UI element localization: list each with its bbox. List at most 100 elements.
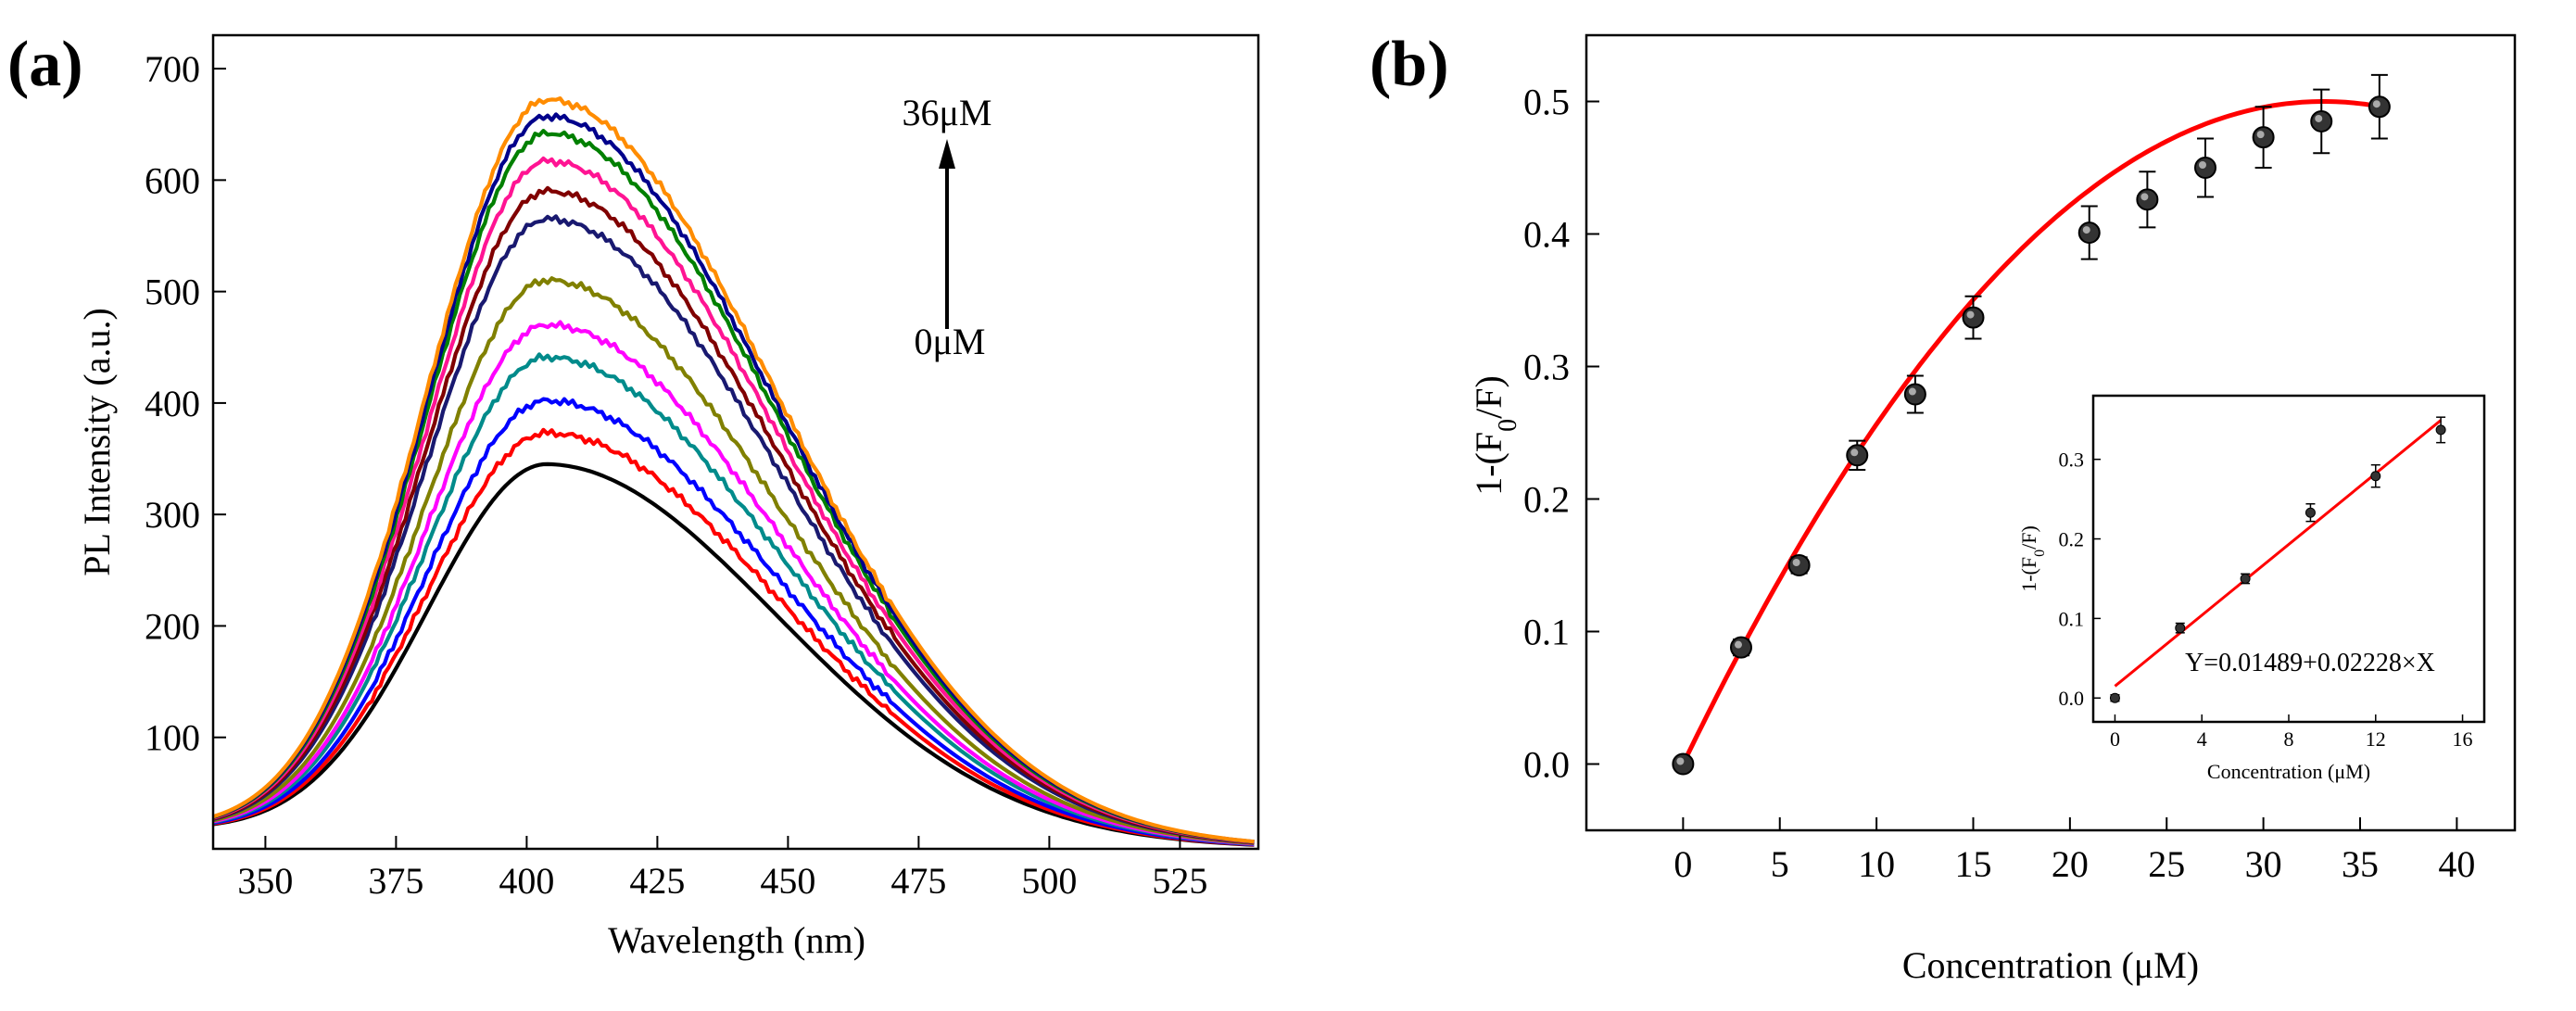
- x-tick-label: 375: [368, 860, 423, 902]
- y-tick-label: 0.1: [1523, 612, 1570, 653]
- data-point: [1730, 636, 1752, 659]
- x-tick-label: 35: [2342, 843, 2379, 885]
- y-tick-label: 0.5: [1523, 82, 1570, 123]
- y-tick-label: 0.3: [1523, 347, 1570, 388]
- x-tick-label: 475: [890, 860, 946, 902]
- inset-data-point: [2435, 424, 2446, 436]
- panel-a-label: (a): [7, 29, 83, 100]
- data-point-highlight: [2372, 100, 2380, 108]
- inset-x-tick-label: 16: [2453, 727, 2473, 751]
- x-tick-label: 25: [2148, 843, 2185, 885]
- data-point: [1846, 444, 1869, 467]
- data-point: [2194, 157, 2216, 179]
- x-tick-label: 500: [1021, 860, 1077, 902]
- spectrum-line: [212, 95, 1255, 844]
- y-tick-label: 300: [145, 494, 200, 536]
- inset-x-axis-title: Concentration (μM): [2207, 760, 2370, 783]
- x-tick-label: 10: [1858, 843, 1895, 885]
- data-point-highlight: [2140, 193, 2149, 201]
- annotation-0uM: 0μM: [914, 321, 985, 362]
- inset-y-tick-label: 0.1: [2059, 607, 2085, 630]
- spectrum-line: [212, 352, 1255, 846]
- x-tick-label: 30: [2245, 843, 2282, 885]
- concentration-arrow-head: [939, 139, 955, 169]
- y-tick-label: 700: [145, 48, 200, 90]
- y-tick-label: 100: [145, 717, 200, 759]
- inset-x-tick-label: 4: [2197, 727, 2207, 751]
- data-point-highlight: [1908, 387, 1916, 396]
- y-tick-label: 0.2: [1523, 479, 1570, 521]
- inset-data-point: [2370, 471, 2381, 482]
- inset-data-point: [2109, 692, 2120, 703]
- spectrum-line: [212, 276, 1255, 845]
- x-tick-label: 15: [1955, 843, 1992, 885]
- x-tick-label: 400: [499, 860, 554, 902]
- inset-data-point: [2175, 623, 2186, 634]
- y-tick-label: 0.0: [1523, 744, 1570, 786]
- panel-a-x-axis-title: Wavelength (nm): [608, 919, 865, 961]
- data-point-highlight: [1676, 757, 1685, 765]
- inset-data-points: [2109, 416, 2446, 703]
- x-tick-label: 450: [760, 860, 815, 902]
- inset-data-point: [2240, 573, 2251, 584]
- inset-y-ticks: 0.0 0.1 0.2 0.3: [2059, 449, 2101, 710]
- data-point: [1672, 752, 1695, 776]
- y-tick-label: 600: [145, 159, 200, 201]
- inset-x-tick-label: 8: [2284, 727, 2294, 751]
- panel-b-plot-frame: [1585, 33, 2517, 832]
- inset-y-tick-label: 0.2: [2059, 528, 2085, 551]
- panel-b-label: (b): [1370, 29, 1449, 100]
- data-point-highlight: [1792, 559, 1800, 566]
- emission-spectra: [212, 95, 1255, 847]
- spectrum-line: [212, 129, 1255, 844]
- spectrum-line: [212, 185, 1255, 845]
- panel-b-chart: 0 5 10 15 20 25 30 35 40 0.00.10.20.30.40.5 Conc…: [1468, 33, 2517, 986]
- inset-x-tick-label: 0: [2110, 727, 2120, 751]
- data-point-highlight: [2315, 114, 2323, 122]
- data-point: [2077, 221, 2101, 245]
- panel-a-y-axis-title: PL Intensity (a.u.): [76, 308, 118, 576]
- data-point: [2252, 126, 2275, 149]
- data-point: [2368, 95, 2391, 119]
- x-tick-label: 350: [237, 860, 293, 902]
- inset-y-axis-title: 1-(F0/F): [2017, 525, 2048, 592]
- spectrum-line: [212, 320, 1255, 846]
- x-tick-label: 5: [1771, 843, 1789, 885]
- panel-b-data-points: [1672, 73, 2391, 776]
- panel-a-y-ticks: 100 200 300 400 500 600 700: [145, 48, 226, 759]
- panel-b-x-axis-title: Concentration (μM): [1902, 944, 2199, 986]
- data-point-highlight: [1735, 640, 1742, 649]
- x-tick-label: 20: [2052, 843, 2089, 885]
- data-point: [2310, 109, 2333, 133]
- panel-b-y-axis-title: 1-(F0/F): [1468, 375, 1522, 496]
- inset-fit: [2114, 419, 2443, 688]
- data-point: [1903, 383, 1926, 406]
- inset-data-point: [2305, 507, 2316, 518]
- data-point: [2136, 188, 2159, 211]
- x-tick-label: 525: [1152, 860, 1207, 902]
- spectrum-line: [212, 112, 1255, 844]
- inset-fit-equation: Y=0.01489+0.02228×X: [2185, 649, 2435, 677]
- spectrum-line: [212, 427, 1255, 847]
- data-point-highlight: [2199, 161, 2206, 169]
- data-point: [1962, 306, 1985, 329]
- panel-a-chart: 350 375 400 425 450 475 500 525 100 200 300 400 500…: [76, 33, 1260, 961]
- data-point-highlight: [1966, 310, 1975, 319]
- spectrum-line: [212, 397, 1255, 847]
- y-tick-label: 0.4: [1523, 214, 1570, 256]
- inset-x-ticks: 0 4 8 12 16: [2110, 714, 2473, 751]
- x-tick-label: 425: [629, 860, 685, 902]
- panel-a-x-ticks: 350 375 400 425 450 475 500 525: [237, 836, 1207, 902]
- x-tick-label: 40: [2438, 843, 2475, 885]
- panel-b-y-ticks: 0.0 0.1 0.2 0.3 0.4 0.5: [1523, 82, 1599, 786]
- data-point-highlight: [1850, 449, 1859, 457]
- data-point: [1787, 554, 1811, 576]
- y-tick-label: 200: [145, 605, 200, 647]
- panel-a-plot-frame: [211, 33, 1260, 851]
- inset-y-tick-label: 0.0: [2059, 687, 2085, 710]
- inset-fit-line: [2114, 419, 2443, 688]
- x-tick-label: 0: [1673, 843, 1692, 885]
- annotation-36uM: 36μM: [902, 92, 991, 133]
- y-tick-label: 500: [145, 272, 200, 313]
